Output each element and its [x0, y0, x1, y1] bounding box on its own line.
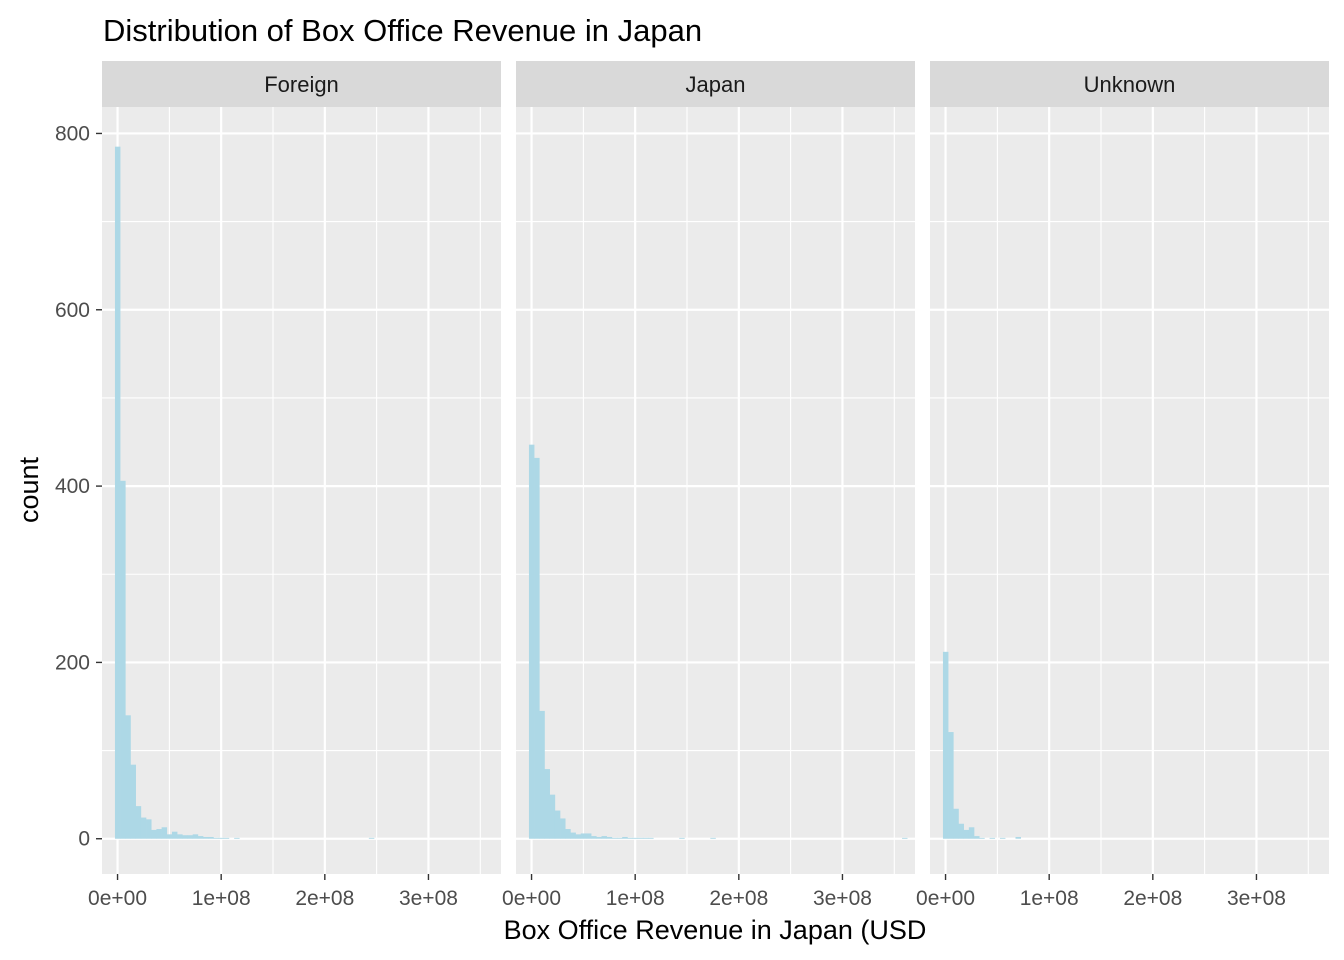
histogram-bar	[166, 834, 173, 839]
histogram-bar	[187, 835, 193, 839]
histogram-bar	[146, 819, 152, 839]
x-tick-label: 0e+00	[502, 887, 561, 910]
x-tick-label: 3e+08	[813, 887, 872, 910]
y-tick-label: 800	[55, 122, 90, 145]
chart-title: Distribution of Box Office Revenue in Ja…	[103, 13, 702, 48]
histogram-bar	[203, 836, 209, 839]
histogram-bar	[549, 794, 556, 839]
histogram-bar	[958, 823, 964, 839]
y-tick-label: 600	[55, 299, 90, 322]
histogram-bar	[135, 806, 142, 839]
histogram-bar	[130, 764, 136, 839]
histogram-bar	[208, 836, 214, 839]
histogram-bar	[999, 837, 1006, 839]
histogram-bar	[710, 837, 716, 839]
panel-background	[102, 107, 501, 874]
x-tick-label: 3e+08	[1227, 887, 1286, 910]
histogram-bar	[197, 836, 204, 839]
facet-panel-foreign: Foreign 0e+00 1e+08 2e+08 3e+08 0 200 400 600 800	[55, 61, 501, 910]
histogram-bar	[622, 836, 628, 839]
histogram-bar	[968, 827, 975, 839]
histogram-bar	[177, 834, 183, 839]
histogram-bar	[989, 837, 996, 839]
x-tick-label: 1e+08	[1020, 887, 1079, 910]
panel-background	[930, 107, 1329, 874]
histogram-bar	[114, 146, 121, 839]
histogram-bar	[368, 837, 375, 839]
y-tick-label: 200	[55, 651, 90, 674]
facet-strip-label: Japan	[686, 72, 746, 97]
histogram-bar	[1015, 836, 1021, 839]
histogram-bar	[156, 829, 162, 839]
histogram-bar	[637, 837, 644, 839]
x-tick-label: 1e+08	[192, 887, 251, 910]
facet-panels: Foreign 0e+00 1e+08 2e+08 3e+08 0 200 400 600 800…	[55, 61, 1329, 910]
histogram-bar	[601, 836, 607, 839]
x-tick-label: 2e+08	[1123, 887, 1182, 910]
histogram-bar	[979, 837, 985, 839]
histogram-bar	[234, 837, 240, 839]
panel-background	[516, 107, 915, 874]
histogram-bar	[591, 836, 597, 839]
facet-strip	[516, 61, 915, 107]
y-tick-label: 400	[55, 475, 90, 498]
y-tick-label: 0	[78, 828, 90, 851]
histogram-bar	[182, 835, 188, 839]
x-tick-label: 2e+08	[709, 887, 768, 910]
x-tick-label: 3e+08	[399, 887, 458, 910]
histogram-bar	[539, 710, 545, 839]
histogram-bar	[585, 833, 592, 839]
histogram-bar	[632, 837, 639, 839]
histogram-bar	[942, 651, 949, 839]
panel-plot-area	[930, 107, 1329, 874]
histogram-bar	[596, 836, 602, 839]
panel-plot-area	[516, 107, 915, 874]
histogram-bar	[617, 837, 623, 839]
histogram-bar	[611, 837, 618, 839]
x-tick-label: 2e+08	[295, 887, 354, 910]
histogram-bar	[575, 834, 582, 839]
histogram-bar	[565, 829, 571, 839]
facet-strip-label: Unknown	[1084, 72, 1176, 97]
histogram-bar	[948, 732, 954, 839]
panel-plot-area	[102, 107, 501, 874]
facet-panel-japan: Japan 0e+00 1e+08 2e+08 3e+08	[502, 61, 915, 910]
histogram-bar	[151, 829, 157, 839]
facet-strip	[930, 61, 1329, 107]
histogram-bar	[648, 837, 654, 839]
histogram-bar	[606, 836, 613, 839]
histogram-bar	[223, 837, 230, 839]
histogram-bar	[627, 837, 633, 839]
histogram-bar	[120, 480, 126, 839]
x-tick-label: 0e+00	[88, 887, 147, 910]
facet-strip	[102, 61, 501, 107]
histogram-bar	[140, 817, 147, 839]
histogram-bar	[560, 818, 566, 839]
histogram-bar	[642, 837, 649, 839]
histogram-bar	[544, 769, 550, 839]
facet-panel-unknown: Unknown 0e+00 1e+08 2e+08 3e+08	[916, 61, 1329, 910]
histogram-bar	[213, 837, 219, 839]
x-tick-label: 1e+08	[606, 887, 665, 910]
histogram-bar	[554, 810, 561, 839]
histogram-bar	[570, 832, 576, 839]
histogram-bar	[218, 837, 225, 839]
histogram-bar	[125, 715, 131, 839]
histogram-bar	[528, 444, 535, 839]
histogram-bar	[192, 834, 199, 839]
histogram-bar	[902, 837, 908, 839]
histogram-bar	[580, 833, 587, 839]
histogram-bar	[171, 831, 178, 839]
histogram-bar	[974, 836, 980, 839]
histogram-bar	[534, 457, 540, 839]
histogram-bar	[161, 827, 168, 839]
x-tick-label: 0e+00	[916, 887, 975, 910]
x-axis-title: Box Office Revenue in Japan (USD	[504, 915, 927, 945]
facet-strip-label: Foreign	[264, 72, 339, 97]
histogram-bar	[963, 829, 970, 839]
histogram-bar	[953, 808, 959, 839]
histogram-bar	[679, 837, 685, 839]
y-axis-title: count	[14, 456, 44, 523]
